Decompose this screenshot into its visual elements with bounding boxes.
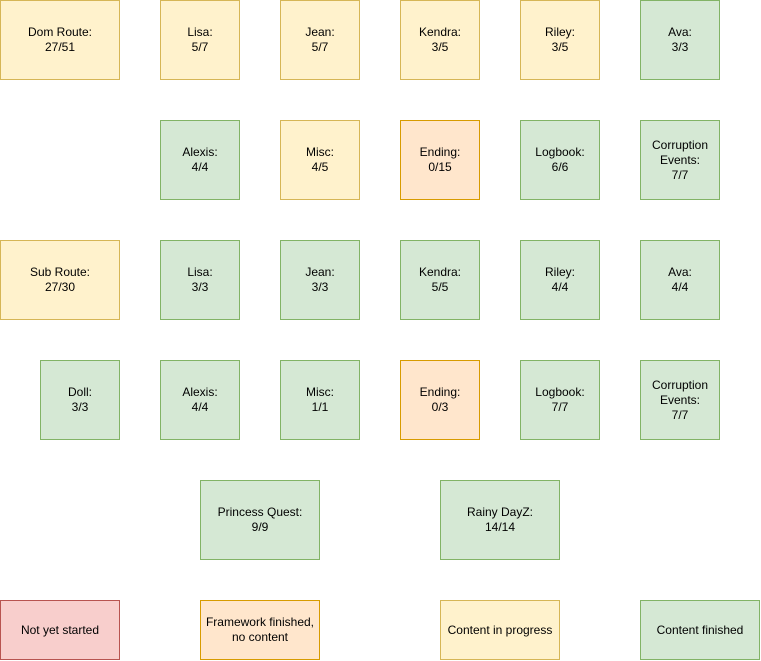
sub-doll-node: Doll: 3/3: [40, 360, 120, 440]
sub-route-node: Sub Route: 27/30: [0, 240, 120, 320]
princess-quest-node: Princess Quest: 9/9: [200, 480, 320, 560]
rainy-dayz-node: Rainy DayZ: 14/14: [440, 480, 560, 560]
dom-route-node: Dom Route: 27/51: [0, 0, 120, 80]
sub-misc-node: Misc: 1/1: [280, 360, 360, 440]
dom-alexis-node: Alexis: 4/4: [160, 120, 240, 200]
sub-kendra-node: Kendra: 5/5: [400, 240, 480, 320]
sub-corruption-node: Corruption Events: 7/7: [640, 360, 720, 440]
sub-jean-node: Jean: 3/3: [280, 240, 360, 320]
sub-logbook-node: Logbook: 7/7: [520, 360, 600, 440]
dom-riley-node: Riley: 3/5: [520, 0, 600, 80]
sub-riley-node: Riley: 4/4: [520, 240, 600, 320]
dom-logbook-node: Logbook: 6/6: [520, 120, 600, 200]
legend-not-started: Not yet started: [0, 600, 120, 660]
dom-jean-node: Jean: 5/7: [280, 0, 360, 80]
dom-ending-node: Ending: 0/15: [400, 120, 480, 200]
legend-content-in-progress: Content in progress: [440, 600, 560, 660]
sub-alexis-node: Alexis: 4/4: [160, 360, 240, 440]
dom-kendra-node: Kendra: 3/5: [400, 0, 480, 80]
sub-ending-node: Ending: 0/3: [400, 360, 480, 440]
legend-framework-finished: Framework finished, no content: [200, 600, 320, 660]
dom-ava-node: Ava: 3/3: [640, 0, 720, 80]
dom-lisa-node: Lisa: 5/7: [160, 0, 240, 80]
sub-ava-node: Ava: 4/4: [640, 240, 720, 320]
dom-misc-node: Misc: 4/5: [280, 120, 360, 200]
dom-corruption-node: Corruption Events: 7/7: [640, 120, 720, 200]
legend-content-finished: Content finished: [640, 600, 760, 660]
sub-lisa-node: Lisa: 3/3: [160, 240, 240, 320]
